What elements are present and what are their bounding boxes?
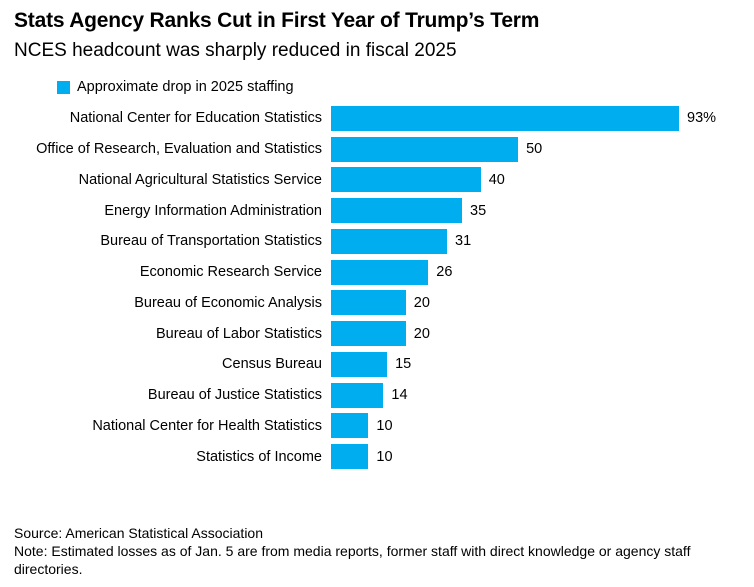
bar-label: Office of Research, Evaluation and Stati…	[36, 141, 322, 158]
bar-track: 93%	[331, 103, 746, 134]
chart-row: Bureau of Transportation Statistics 31	[14, 226, 746, 257]
chart-title: Stats Agency Ranks Cut in First Year of …	[14, 9, 540, 32]
chart-row: National Center for Health Statistics 10	[14, 411, 746, 442]
bar-track: 26	[331, 257, 746, 288]
chart-row: Energy Information Administration 35	[14, 195, 746, 226]
bar-track: 10	[331, 411, 746, 442]
legend-label: Approximate drop in 2025 staffing	[77, 79, 294, 95]
bar-track: 15	[331, 349, 746, 380]
bar-label: Bureau of Economic Analysis	[134, 294, 322, 311]
note-text: Note: Estimated losses as of Jan. 5 are …	[14, 543, 691, 577]
chart-row: Statistics of Income 10	[14, 441, 746, 472]
chart-row: Bureau of Economic Analysis 20	[14, 288, 746, 319]
chart-row: Economic Research Service 26	[14, 257, 746, 288]
bar-track: 50	[331, 134, 746, 165]
legend-swatch-icon	[57, 80, 70, 94]
bar-track: 14	[331, 380, 746, 411]
bar-value: 10	[376, 417, 393, 434]
bar	[331, 259, 429, 285]
bar-label: Bureau of Justice Statistics	[147, 387, 322, 404]
bar-value: 10	[376, 448, 393, 465]
bar-value: 93%	[687, 110, 717, 127]
bar-label: Bureau of Transportation Statistics	[100, 233, 322, 250]
bar-value: 20	[413, 325, 430, 342]
bar	[331, 198, 462, 224]
chart-row: National Agricultural Statistics Service…	[14, 165, 746, 196]
bar	[331, 105, 679, 131]
bar-track: 40	[331, 165, 746, 196]
bar-value: 31	[455, 233, 472, 250]
bar-label: Statistics of Income	[196, 448, 322, 465]
source-text: Source: American Statistical Association	[14, 525, 264, 541]
bar-label: National Agricultural Statistics Service	[78, 171, 322, 188]
chart-row: Office of Research, Evaluation and Stati…	[14, 134, 746, 165]
bar-value: 26	[436, 264, 453, 281]
bar-track: 31	[331, 226, 746, 257]
bar	[331, 413, 369, 439]
bar-label: Energy Information Administration	[104, 202, 322, 219]
bar-track: 20	[331, 318, 746, 349]
bar-label: Economic Research Service	[139, 264, 322, 281]
bar-chart: National Center for Education Statistics…	[14, 103, 746, 472]
bar	[331, 228, 447, 254]
bar-value: 35	[470, 202, 487, 219]
chart-row: National Center for Education Statistics…	[14, 103, 746, 134]
bar-track: 10	[331, 441, 746, 472]
chart-row: Census Bureau 15	[14, 349, 746, 380]
bar	[331, 167, 481, 193]
bar-value: 50	[526, 141, 543, 158]
bar-value: 40	[488, 171, 505, 188]
bar-track: 20	[331, 288, 746, 319]
bar	[331, 136, 519, 162]
bar-value: 14	[391, 387, 408, 404]
chart-row: Bureau of Labor Statistics 20	[14, 318, 746, 349]
bar-label: National Center for Health Statistics	[92, 417, 322, 434]
chart-subtitle: NCES headcount was sharply reduced in fi…	[14, 40, 457, 61]
bar	[331, 321, 406, 347]
bar	[331, 290, 406, 316]
chart-row: Bureau of Justice Statistics 14	[14, 380, 746, 411]
chart-footer: Source: American Statistical Association…	[14, 524, 746, 578]
bar-label: Bureau of Labor Statistics	[155, 325, 322, 342]
bar-track: 35	[331, 195, 746, 226]
bar	[331, 382, 384, 408]
legend: Approximate drop in 2025 staffing	[57, 80, 746, 94]
bar-label: Census Bureau	[222, 356, 322, 373]
bar	[331, 351, 388, 377]
bar-value: 20	[413, 294, 430, 311]
bar-label: National Center for Education Statistics	[69, 110, 322, 127]
bar-value: 15	[395, 356, 412, 373]
bar	[331, 444, 369, 470]
